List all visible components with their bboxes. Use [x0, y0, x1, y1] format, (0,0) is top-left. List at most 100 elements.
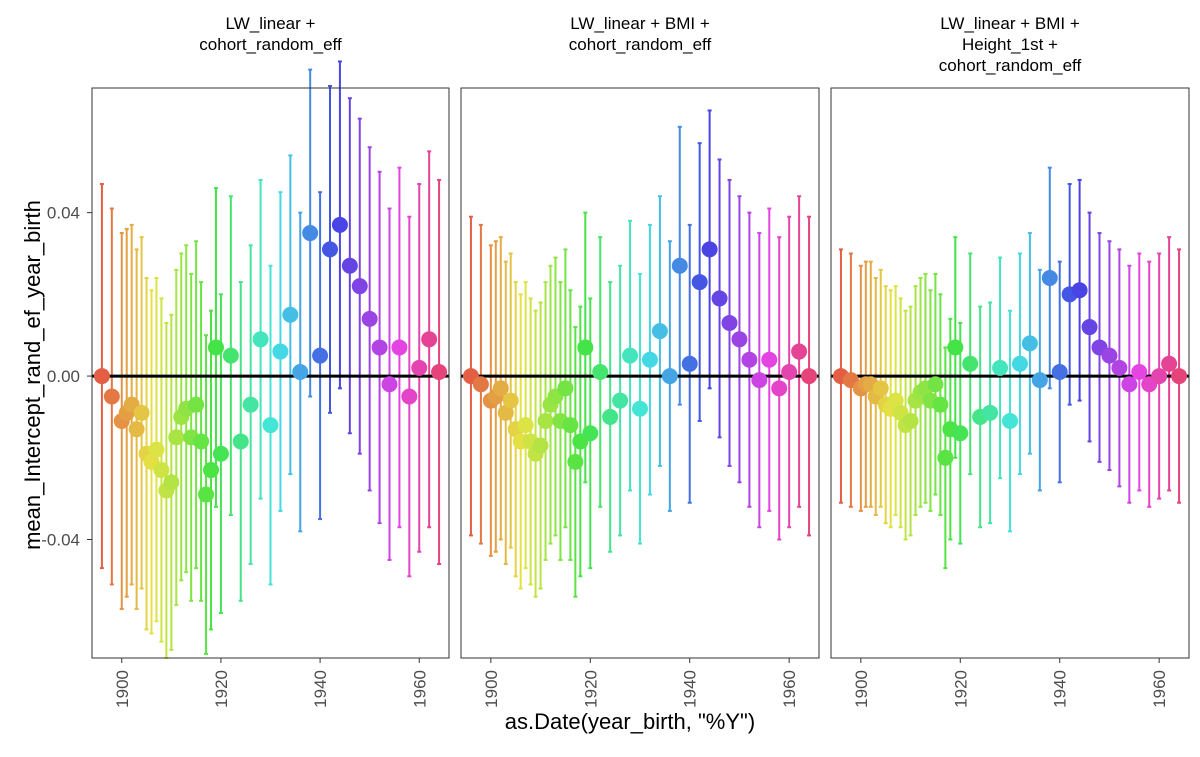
- data-point: [873, 380, 889, 396]
- data-point: [982, 405, 998, 421]
- x-tick-label: 1940: [1051, 670, 1070, 708]
- data-point: [1042, 270, 1058, 286]
- data-point: [163, 474, 179, 490]
- data-point: [538, 413, 554, 429]
- data-point: [712, 290, 728, 306]
- data-point: [751, 372, 767, 388]
- faceted-chart-figure: mean_Intercept_rand_ef_year_birth as.Dat…: [0, 0, 1200, 752]
- data-point: [577, 339, 593, 355]
- data-point: [208, 339, 224, 355]
- data-point: [731, 331, 747, 347]
- panel-title: LW_linear + cohort_random_eff: [199, 14, 342, 54]
- data-point: [1012, 356, 1028, 372]
- data-point: [1052, 364, 1068, 380]
- x-tick-label: 1960: [780, 670, 799, 708]
- data-point: [1082, 319, 1098, 335]
- data-point: [557, 380, 573, 396]
- data-point: [672, 258, 688, 274]
- data-point: [362, 311, 378, 327]
- data-point: [518, 417, 534, 433]
- data-point: [781, 364, 797, 380]
- y-tick-label: 0.04: [47, 204, 80, 223]
- data-point: [567, 454, 583, 470]
- data-point: [791, 344, 807, 360]
- data-point: [213, 446, 229, 462]
- data-point: [903, 413, 919, 429]
- data-point: [642, 352, 658, 368]
- data-point: [332, 217, 348, 233]
- x-tick-label: 1940: [681, 670, 700, 708]
- data-point: [1072, 282, 1088, 298]
- data-point: [741, 352, 757, 368]
- data-point: [203, 462, 219, 478]
- data-point: [1111, 360, 1127, 376]
- data-point: [662, 368, 678, 384]
- data-point: [129, 421, 145, 437]
- data-point: [801, 368, 817, 384]
- data-point: [632, 401, 648, 417]
- data-point: [992, 360, 1008, 376]
- chart-svg: mean_Intercept_rand_ef_year_birth as.Dat…: [0, 0, 1200, 752]
- x-tick-label: 1900: [852, 670, 871, 708]
- data-point: [602, 409, 618, 425]
- data-point: [352, 278, 368, 294]
- data-point: [272, 344, 288, 360]
- data-point: [612, 393, 628, 409]
- data-point: [243, 397, 259, 413]
- data-point: [533, 438, 549, 454]
- data-point: [937, 450, 953, 466]
- data-point: [722, 315, 738, 331]
- data-point: [692, 274, 708, 290]
- data-point: [431, 364, 447, 380]
- x-tick-label: 1940: [311, 670, 330, 708]
- x-axis-label: as.Date(year_birth, "%Y"): [505, 709, 755, 734]
- x-tick-label: 1900: [113, 670, 132, 708]
- x-tick-label: 1920: [951, 670, 970, 708]
- data-point: [391, 339, 407, 355]
- data-point: [592, 364, 608, 380]
- data-point: [312, 348, 328, 364]
- data-point: [223, 348, 239, 364]
- data-point: [302, 225, 318, 241]
- data-point: [372, 339, 388, 355]
- data-point: [411, 360, 427, 376]
- data-point: [947, 339, 963, 355]
- data-point: [253, 331, 269, 347]
- data-point: [622, 348, 638, 364]
- data-point: [1002, 413, 1018, 429]
- data-point: [1032, 372, 1048, 388]
- data-point: [104, 388, 120, 404]
- data-point: [1171, 368, 1187, 384]
- data-point: [927, 376, 943, 392]
- data-point: [292, 364, 308, 380]
- data-point: [582, 425, 598, 441]
- x-tick-label: 1960: [1150, 670, 1169, 708]
- data-point: [401, 388, 417, 404]
- data-point: [932, 397, 948, 413]
- data-point: [168, 429, 184, 445]
- data-point: [952, 425, 968, 441]
- data-point: [148, 442, 164, 458]
- data-point: [382, 376, 398, 392]
- x-tick-label: 1920: [581, 670, 600, 708]
- data-point: [652, 323, 668, 339]
- data-point: [421, 331, 437, 347]
- data-point: [188, 397, 204, 413]
- data-point: [473, 376, 489, 392]
- y-axis-label: mean_Intercept_rand_ef_year_birth: [20, 200, 45, 550]
- x-tick-label: 1920: [212, 670, 231, 708]
- panel-title: LW_linear + BMI + cohort_random_eff: [569, 14, 712, 54]
- data-point: [503, 393, 519, 409]
- data-point: [233, 433, 249, 449]
- panel-title: LW_linear + BMI + Height_1st + cohort_rand…: [939, 14, 1082, 75]
- data-point: [682, 356, 698, 372]
- data-point: [193, 433, 209, 449]
- data-point: [263, 417, 279, 433]
- data-point: [322, 241, 338, 257]
- data-point: [198, 487, 214, 503]
- data-point: [342, 258, 358, 274]
- x-tick-label: 1900: [482, 670, 501, 708]
- data-point: [761, 352, 777, 368]
- y-tick-label: 0.00: [47, 367, 80, 386]
- y-tick-label: -0.04: [41, 531, 80, 550]
